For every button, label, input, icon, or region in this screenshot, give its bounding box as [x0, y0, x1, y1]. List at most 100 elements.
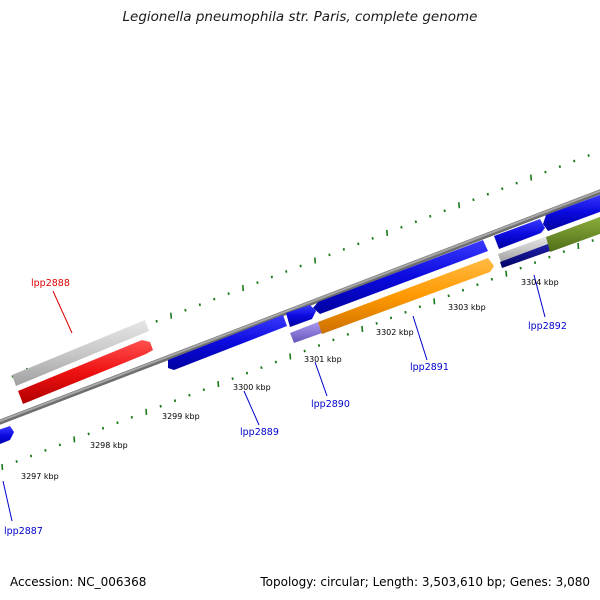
tick-mark	[389, 316, 393, 320]
tick-mark	[260, 366, 263, 369]
gene-track	[0, 193, 600, 446]
tick-mark	[461, 288, 465, 292]
tick-mark	[256, 281, 259, 284]
tick-mark	[242, 285, 245, 292]
gene-lpp2888[interactable]	[18, 340, 153, 404]
gene-label-lpp2888[interactable]: lpp2888	[31, 278, 70, 289]
tick-mark	[184, 308, 187, 312]
tick-mark	[101, 426, 105, 430]
tick-mark	[548, 255, 551, 259]
accession-text: Accession: NC_006368	[10, 575, 147, 589]
axis-label-3298: 3298 kbp	[90, 441, 128, 450]
tick-mark	[361, 325, 364, 332]
genome-summary-text: Topology: circular; Length: 3,503,610 bp…	[260, 575, 590, 589]
gene-label-lpp2891[interactable]: lpp2891	[410, 362, 449, 373]
gene-lpp2889[interactable]	[168, 315, 287, 370]
gene-labels: lpp2887 lpp2888 lpp2889 lpp2890 lpp2891 …	[4, 278, 567, 537]
tick-mark	[58, 443, 61, 447]
tick-mark	[443, 209, 446, 213]
tick-mark	[213, 297, 216, 301]
label-leaders	[2, 274, 546, 522]
axis-label-3301: 3301 kbp	[304, 355, 342, 364]
tick-mark	[130, 415, 133, 419]
tick-mark	[515, 181, 518, 185]
tick-mark	[429, 214, 432, 218]
tick-mark	[371, 237, 374, 240]
tick-mark	[314, 257, 317, 264]
tick-mark	[591, 239, 594, 242]
gene-lpp2891[interactable]	[318, 258, 494, 334]
tick-mark	[73, 436, 76, 443]
tick-mark	[274, 360, 277, 364]
backbone	[0, 189, 600, 425]
tick-mark	[328, 253, 331, 257]
gene-grey-2[interactable]	[498, 236, 551, 262]
gene-label-lpp2892[interactable]: lpp2892	[528, 321, 567, 332]
tick-mark	[159, 404, 162, 408]
tick-mark	[231, 377, 234, 380]
axis-labels: 3297 kbp 3298 kbp 3299 kbp 3300 kbp 3301…	[21, 278, 559, 481]
tick-mark	[486, 192, 489, 196]
gene-grey-1[interactable]	[12, 320, 149, 386]
tick-mark	[346, 333, 349, 336]
tick-mark	[245, 371, 249, 375]
tick-mark	[44, 449, 47, 452]
tick-mark	[217, 381, 220, 388]
tick-mark	[227, 292, 230, 295]
gene-lpp2890[interactable]	[290, 322, 322, 343]
tick-mark	[433, 298, 436, 305]
gene-blue-long[interactable]	[313, 240, 488, 314]
tick-mark	[188, 393, 191, 397]
tick-mark	[447, 294, 450, 298]
gene-label-lpp2889[interactable]: lpp2889	[240, 427, 279, 438]
gene-blue-3[interactable]	[494, 219, 545, 249]
tick-mark	[490, 277, 493, 281]
tick-mark	[303, 349, 306, 353]
tick-mark	[533, 261, 537, 264]
tick-mark	[285, 270, 288, 273]
tick-mark	[558, 165, 561, 168]
axis-label-3299: 3299 kbp	[162, 412, 200, 421]
tick-mark	[317, 344, 321, 347]
gene-blue-small[interactable]	[286, 305, 316, 327]
gene-lpp2887[interactable]	[0, 426, 14, 446]
tick-mark	[357, 242, 360, 246]
tick-mark	[562, 250, 565, 253]
tick-mark	[530, 174, 533, 181]
tick-mark	[87, 432, 90, 436]
axis-label-3297: 3297 kbp	[21, 472, 59, 481]
tick-mark	[544, 170, 547, 174]
tick-mark	[573, 159, 576, 163]
tick-mark	[505, 270, 508, 277]
map-title: Legionella pneumophila str. Paris, compl…	[122, 9, 478, 25]
tick-mark	[472, 198, 475, 202]
tick-mark	[1, 463, 4, 471]
tick-mark	[198, 303, 201, 307]
tick-mark	[375, 322, 378, 325]
tick-mark	[170, 312, 173, 319]
tick-mark	[289, 353, 292, 360]
tick-mark	[400, 225, 403, 229]
tick-mark	[519, 266, 522, 270]
tick-mark	[501, 187, 504, 191]
tick-mark	[299, 264, 302, 268]
tick-mark	[476, 283, 479, 287]
tick-mark	[577, 242, 580, 250]
gene-lpp2892[interactable]	[500, 244, 550, 268]
tick-mark	[202, 388, 205, 392]
tick-mark	[155, 319, 158, 323]
gene-label-lpp2890[interactable]: lpp2890	[311, 399, 350, 410]
tick-mark	[29, 454, 33, 458]
tick-mark	[386, 229, 389, 236]
tick-mark	[270, 275, 273, 279]
tick-mark	[458, 202, 461, 209]
axis-label-3300: 3300 kbp	[233, 383, 271, 392]
tick-mark	[414, 220, 417, 224]
gene-label-lpp2887[interactable]: lpp2887	[4, 526, 43, 537]
axis-label-3304: 3304 kbp	[521, 278, 559, 287]
gene-blue-4[interactable]	[543, 193, 600, 231]
tick-row-inner	[1, 239, 594, 471]
gene-olive[interactable]	[546, 215, 600, 252]
tick-mark	[116, 421, 119, 425]
